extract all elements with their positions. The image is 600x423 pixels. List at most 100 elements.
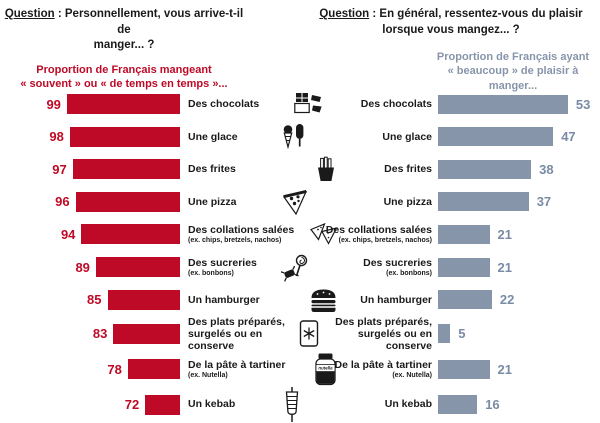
left-series-title-line2: « souvent » ou « de temps en temps »... xyxy=(20,77,228,90)
right-label-cell: Un hamburger xyxy=(342,294,432,306)
right-bar xyxy=(438,192,529,212)
left-label-cell: Une pizza xyxy=(180,196,276,208)
category-label: Des plats préparés, surgelés ou en conse… xyxy=(188,316,302,352)
left-bar xyxy=(66,94,180,115)
right-bar xyxy=(438,290,492,310)
right-bar-value: 5 xyxy=(458,326,466,342)
left-bar-value: 72 xyxy=(124,397,140,413)
left-bar-value: 89 xyxy=(75,259,90,275)
left-label-cell: Des plats préparés, surgelés ou en conse… xyxy=(180,316,285,352)
category-label: Des chocolats xyxy=(316,98,432,110)
chart-row: 72 Un kebab Un kebab 16 xyxy=(0,386,600,423)
left-bar xyxy=(75,191,180,212)
icon-cell xyxy=(276,188,342,216)
category-label-text: Des collations salées xyxy=(325,224,432,237)
chart-row: 99 Des chocolats Des chocolats 53 xyxy=(0,88,600,121)
right-series-title-line2: « beaucoup » de plaisir à manger... xyxy=(447,65,579,92)
left-bar-value: 96 xyxy=(55,194,70,210)
right-bar-cell: 21 xyxy=(432,359,600,379)
icon-cell xyxy=(276,386,342,423)
question-text: : Personnellement, vous arrive-t-il de xyxy=(54,8,244,36)
left-bar-value: 83 xyxy=(92,326,108,342)
left-bar-value: 97 xyxy=(52,161,67,177)
category-label: De la pâte à tartiner (ex. Nutella) xyxy=(188,359,302,380)
icon-cell xyxy=(276,253,342,282)
chart-row: 83 Des plats préparés, surgelés ou en co… xyxy=(0,316,600,352)
category-label-text: Des plats préparés, surgelés ou en conse… xyxy=(188,315,285,352)
chart-row: 98 Une glace Une glace 47 xyxy=(0,121,600,154)
left-series-title: Proportion de Français mangeant « souven… xyxy=(0,63,248,92)
category-label: Une pizza xyxy=(188,196,302,208)
left-bar-cell: 83 xyxy=(34,323,180,344)
right-bar xyxy=(438,257,490,277)
left-bar-cell: 85 xyxy=(34,289,180,310)
left-label-cell: Des frites xyxy=(180,163,276,175)
category-label: De la pâte à tartiner (ex. Nutella) xyxy=(316,359,432,380)
right-bar xyxy=(438,224,490,244)
left-label-cell: De la pâte à tartiner (ex. Nutella) xyxy=(180,359,285,380)
category-sublabel: (ex. bonbons) xyxy=(188,269,234,277)
right-bar-value: 16 xyxy=(485,397,500,413)
icon-cell xyxy=(276,91,342,118)
header: Question : Personnellement, vous arrive-… xyxy=(0,0,600,93)
left-label-cell: Des sucreries (ex. bonbons) xyxy=(180,257,276,278)
category-label: Des collations salées (ex. chips, bretzel… xyxy=(188,224,302,245)
left-bar-value: 98 xyxy=(49,129,64,145)
category-label-text: Des plats préparés, surgelés ou en conse… xyxy=(335,315,432,352)
right-bar-cell: 16 xyxy=(432,395,600,415)
left-panel-header: Question : Personnellement, vous arrive-… xyxy=(0,7,300,93)
right-bar xyxy=(438,159,532,179)
nutella-icon: nutella xyxy=(312,352,339,386)
question-text: : En général, ressentez-vous du plaisir xyxy=(369,8,583,20)
icon-cell xyxy=(276,221,342,247)
frozen-food-icon xyxy=(297,319,321,348)
left-bar-cell: 89 xyxy=(34,257,180,277)
ice-cream-icon xyxy=(281,122,307,151)
right-bar-value: 21 xyxy=(497,361,512,377)
right-label-cell: Une glace xyxy=(342,131,432,143)
chart-row: 96 Une pizza Une pizza 37 xyxy=(0,186,600,219)
right-label-cell: Des collations salées (ex. chips, bretzel… xyxy=(326,224,432,245)
right-bar xyxy=(438,94,568,114)
category-label-text: De la pâte à tartiner xyxy=(188,358,286,371)
question-line2: lorsque vous mangez... ? xyxy=(382,23,520,36)
category-label: Des collations salées (ex. chips, bretzel… xyxy=(316,224,432,245)
category-label-text: Des sucreries xyxy=(188,256,257,269)
left-bar-value: 78 xyxy=(107,361,122,377)
category-sublabel: (ex. chips, bretzels, nachos) xyxy=(188,237,282,245)
right-label-cell: Des sucreries (ex. bonbons) xyxy=(342,257,432,278)
category-label: Des frites xyxy=(188,163,302,175)
right-bar-value: 21 xyxy=(497,226,512,242)
category-label: Une glace xyxy=(316,131,432,143)
right-label-cell: Un kebab xyxy=(342,398,432,410)
left-bar xyxy=(95,257,180,277)
right-bar-value: 21 xyxy=(497,259,512,275)
chart-row: 89 Des sucreries (ex. bonbons) Des sucrer… xyxy=(0,251,600,284)
left-bar-value: 99 xyxy=(46,96,61,112)
category-label-text: Des collations salées xyxy=(188,224,295,237)
right-question: Question : En général, ressentez-vous du… xyxy=(302,7,600,38)
category-label-text: Un kebab xyxy=(188,398,236,411)
category-label-text: Des chocolats xyxy=(360,98,432,111)
right-bar-value: 22 xyxy=(499,292,515,308)
right-label-cell: Des plats préparés, surgelés ou en conse… xyxy=(335,316,432,352)
category-label-text: Un hamburger xyxy=(188,293,260,306)
icon-cell: nutella xyxy=(276,352,342,386)
left-bar xyxy=(113,323,180,344)
left-series-title-line1: Proportion de Français mangeant xyxy=(36,63,212,76)
left-label-cell: Des collations salées (ex. chips, bretzel… xyxy=(180,224,294,245)
left-bar xyxy=(81,224,180,245)
right-bar xyxy=(438,127,554,147)
left-bar-cell: 96 xyxy=(34,191,180,212)
category-sublabel: (ex. Nutella) xyxy=(188,371,228,379)
right-bar xyxy=(438,324,451,344)
left-bar-value: 85 xyxy=(87,292,102,308)
chocolate-icon xyxy=(292,91,326,118)
right-bar-value: 53 xyxy=(575,96,591,112)
chart-row: 97 Des frites Des frites 38 xyxy=(0,153,600,186)
category-label: Des plats préparés, surgelés ou en conse… xyxy=(316,316,432,352)
fries-icon xyxy=(313,155,339,183)
right-bar-cell: 47 xyxy=(432,127,600,147)
left-bar-cell: 72 xyxy=(34,394,180,415)
